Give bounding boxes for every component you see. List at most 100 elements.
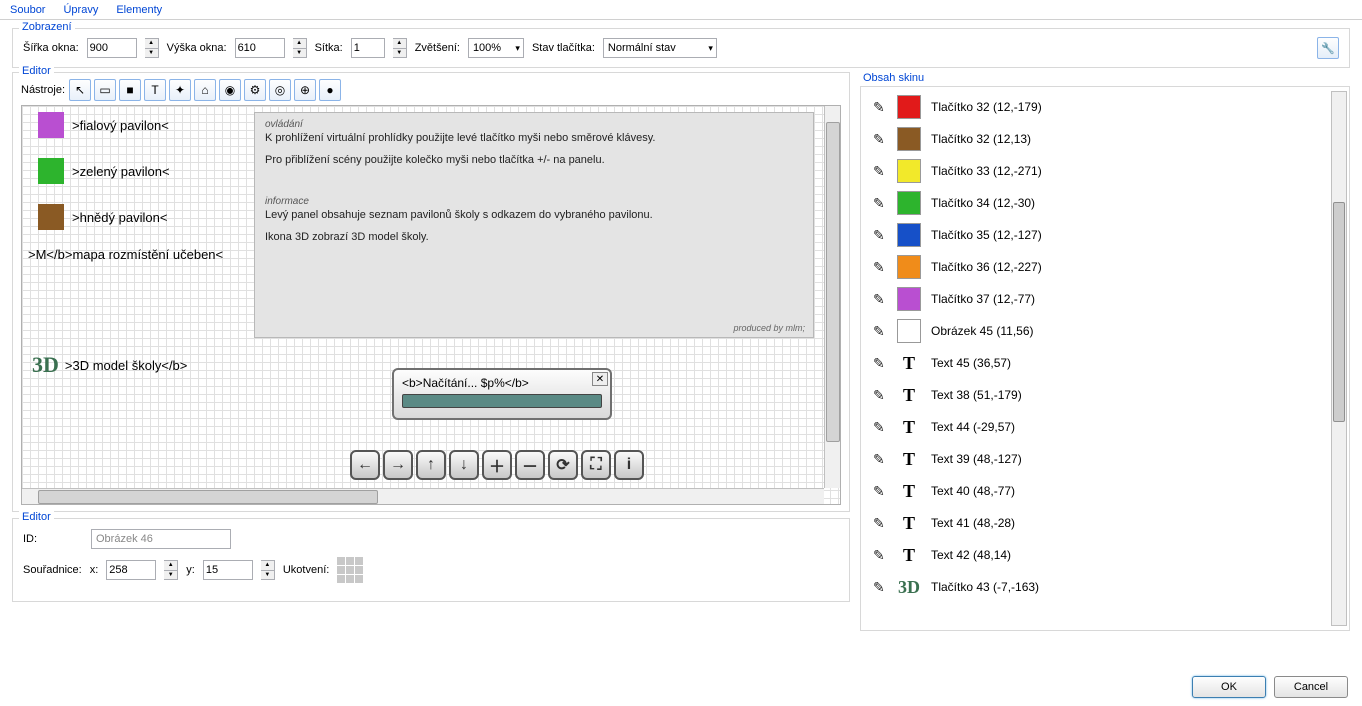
nav-button-4[interactable]: ＋ [482,450,512,480]
3d-icon[interactable]: 3D [32,352,59,378]
width-input[interactable] [87,38,137,58]
close-icon[interactable]: ✕ [592,372,608,386]
grid-spinner[interactable]: ▲▼ [393,38,407,58]
nav-button-8[interactable]: i [614,450,644,480]
width-spinner[interactable]: ▲▼ [145,38,159,58]
pavilion-row[interactable]: >fialový pavilon< [38,112,171,138]
tool-icon-5[interactable]: ⌂ [194,79,216,101]
tool-icon-2[interactable]: ■ [119,79,141,101]
nav-button-1[interactable]: → [383,450,413,480]
edit-icon[interactable]: ✎ [873,451,887,468]
skin-item[interactable]: ✎TText 44 (-29,57) [867,411,1347,443]
color-swatch-icon [897,95,921,119]
cancel-button[interactable]: Cancel [1274,676,1348,698]
info-box: ovládání K prohlížení virtuální prohlídk… [254,112,814,338]
grid-input[interactable] [351,38,385,58]
edit-icon[interactable]: ✎ [873,323,887,340]
skin-item-label: Tlačítko 34 (12,-30) [931,196,1035,210]
skin-scrollbar[interactable] [1331,91,1347,626]
ok-button[interactable]: OK [1192,676,1266,698]
skin-item[interactable]: ✎Tlačítko 37 (12,-77) [867,283,1347,315]
edit-icon[interactable]: ✎ [873,227,887,244]
height-spinner[interactable]: ▲▼ [293,38,307,58]
skin-item[interactable]: ✎Obrázek 45 (11,56) [867,315,1347,347]
info-p2: Pro přiblížení scény použijte kolečko my… [265,154,803,166]
skin-item[interactable]: ✎Tlačítko 33 (12,-271) [867,155,1347,187]
info-h1: ovládání [265,119,803,130]
height-label: Výška okna: [167,42,227,54]
edit-icon[interactable]: ✎ [873,483,887,500]
nav-button-0[interactable]: ← [350,450,380,480]
skin-item[interactable]: ✎TText 45 (36,57) [867,347,1347,379]
tool-icon-6[interactable]: ◉ [219,79,241,101]
skin-item[interactable]: ✎TText 39 (48,-127) [867,443,1347,475]
tool-icon-9[interactable]: ⊕ [294,79,316,101]
settings-icon[interactable]: 🔧 [1317,37,1339,59]
skin-item[interactable]: ✎TText 40 (48,-77) [867,475,1347,507]
color-swatch-icon [897,287,921,311]
edit-icon[interactable]: ✎ [873,131,887,148]
menu-file[interactable]: Soubor [10,4,45,16]
info-p4: Ikona 3D zobrazí 3D model školy. [265,231,803,243]
zoom-select[interactable]: 100% [468,38,524,58]
skin-item[interactable]: ✎Tlačítko 32 (12,-179) [867,91,1347,123]
skin-title: Obsah skinu [860,72,1350,84]
tool-icon-7[interactable]: ⚙ [244,79,266,101]
skin-item[interactable]: ✎3DTlačítko 43 (-7,-163) [867,571,1347,603]
info-h2: informace [265,196,803,207]
menu-edit[interactable]: Úpravy [63,4,98,16]
map-label[interactable]: >M</b>mapa rozmístění učeben< [26,246,225,263]
skin-item[interactable]: ✎Tlačítko 35 (12,-127) [867,219,1347,251]
skin-item-label: Tlačítko 32 (12,13) [931,132,1031,146]
x-input[interactable] [106,560,156,580]
y-label: y: [186,564,195,576]
edit-icon[interactable]: ✎ [873,547,887,564]
edit-icon[interactable]: ✎ [873,419,887,436]
loading-text: <b>Načítání... $p%</b> [402,376,602,390]
nav-button-2[interactable]: ↑ [416,450,446,480]
tool-icon-3[interactable]: T [144,79,166,101]
y-input[interactable] [203,560,253,580]
pavilion-swatch [38,204,64,230]
edit-icon[interactable]: ✎ [873,515,887,532]
edit-icon[interactable]: ✎ [873,99,887,116]
edit-icon[interactable]: ✎ [873,291,887,308]
nav-button-5[interactable]: － [515,450,545,480]
edit-icon[interactable]: ✎ [873,387,887,404]
skin-item[interactable]: ✎TText 41 (48,-28) [867,507,1347,539]
text-icon: T [897,353,921,374]
y-spinner[interactable]: ▲▼ [261,560,275,580]
tool-icon-8[interactable]: ◎ [269,79,291,101]
skin-item[interactable]: ✎Tlačítko 36 (12,-227) [867,251,1347,283]
grid-label: Sítka: [315,42,343,54]
nav-button-3[interactable]: ↓ [449,450,479,480]
anchor-label: Ukotvení: [283,564,329,576]
tool-icon-4[interactable]: ✦ [169,79,191,101]
hscroll[interactable] [22,488,824,504]
tool-icon-0[interactable]: ↖ [69,79,91,101]
tool-icon-10[interactable]: ● [319,79,341,101]
id-input[interactable] [91,529,231,549]
nav-button-6[interactable]: ⟳ [548,450,578,480]
state-select[interactable]: Normální stav [603,38,717,58]
edit-icon[interactable]: ✎ [873,355,887,372]
menu-elements[interactable]: Elementy [116,4,162,16]
skin-item[interactable]: ✎ Tlačítko 32 (12,13) [867,123,1347,155]
edit-icon[interactable]: ✎ [873,163,887,180]
skin-item[interactable]: ✎TText 42 (48,14) [867,539,1347,571]
vscroll[interactable] [824,106,840,488]
pavilion-row[interactable]: >hnědý pavilon< [38,204,169,230]
canvas[interactable]: >fialový pavilon< >zelený pavilon< >hnědý … [21,105,841,505]
x-spinner[interactable]: ▲▼ [164,560,178,580]
pavilion-row[interactable]: >zelený pavilon< [38,158,172,184]
height-input[interactable] [235,38,285,58]
anchor-grid[interactable] [337,557,363,583]
edit-icon[interactable]: ✎ [873,259,887,276]
edit-icon[interactable]: ✎ [873,579,887,596]
skin-item[interactable]: ✎TText 38 (51,-179) [867,379,1347,411]
tool-icon-1[interactable]: ▭ [94,79,116,101]
skin-item[interactable]: ✎ Tlačítko 34 (12,-30) [867,187,1347,219]
edit-icon[interactable]: ✎ [873,195,887,212]
3d-label[interactable]: >3D model školy</b> [63,357,189,374]
nav-button-7[interactable]: ⛶ [581,450,611,480]
